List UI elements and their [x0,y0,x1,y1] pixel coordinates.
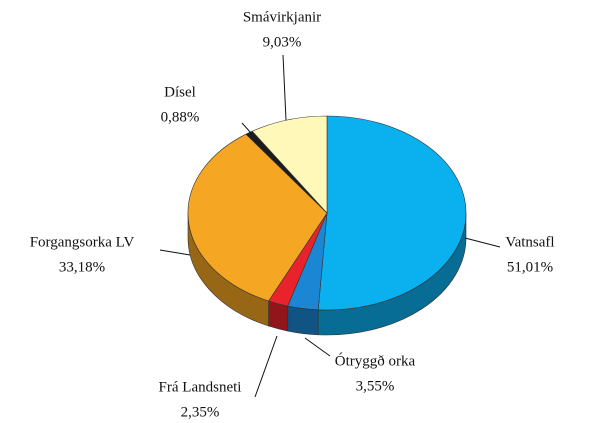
slice-side [287,305,319,336]
leader-line [159,249,191,256]
leader-line [241,122,252,134]
slice-label: Vatnsafl [505,234,554,250]
leader-line [282,54,287,121]
leader-line [254,335,278,398]
slice-label: Forgangsorka LV [30,234,135,250]
slice-label: Smávirkjanir [243,9,321,25]
slice-label: Ótryggð orka [335,352,416,369]
leader-line [464,237,501,248]
slice-label: Dísel [164,84,196,100]
value-label: 33,18% [59,259,105,275]
value-label: 51,01% [507,259,553,275]
leader-line [304,337,331,357]
value-label: 2,35% [181,404,220,420]
value-label: 9,03% [263,34,302,50]
slice [251,115,328,214]
value-label: 3,55% [356,378,395,394]
slice [187,133,328,302]
slice-label: Frá Landsneti [159,379,242,395]
value-label: 0,88% [161,109,200,125]
slice [317,115,467,311]
